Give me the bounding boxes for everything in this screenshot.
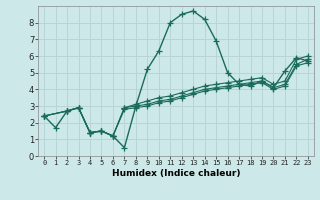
X-axis label: Humidex (Indice chaleur): Humidex (Indice chaleur) xyxy=(112,169,240,178)
